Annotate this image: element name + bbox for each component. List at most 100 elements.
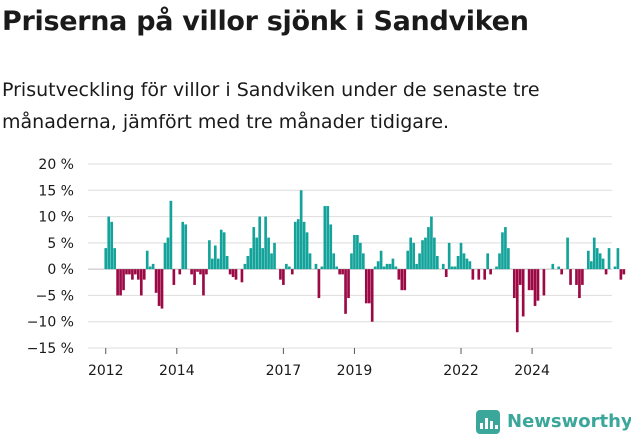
bar <box>104 248 108 270</box>
bar <box>409 237 413 270</box>
bar <box>139 269 143 296</box>
y-tick-label: −5 % <box>36 288 74 304</box>
bar <box>518 269 522 285</box>
bar <box>400 269 404 291</box>
bar <box>287 266 291 270</box>
bar <box>273 242 276 270</box>
bar <box>477 269 481 280</box>
bar <box>530 269 534 291</box>
bar <box>586 250 590 270</box>
bar <box>134 269 137 275</box>
bar <box>329 224 333 270</box>
chart-subtitle: Prisutveckling för villor i Sandviken un… <box>2 79 540 133</box>
bar <box>243 263 247 270</box>
bar <box>216 258 220 270</box>
bar <box>462 253 466 270</box>
bar <box>486 253 489 270</box>
bar <box>427 227 430 270</box>
bar <box>542 269 546 296</box>
chart-title: Priserna på villor sjönk i Sandviken <box>2 6 529 37</box>
y-tick-label: 5 % <box>47 236 74 252</box>
bar <box>604 269 608 275</box>
brand-name: Newsworthy <box>507 411 631 432</box>
bar <box>589 261 593 270</box>
bar <box>379 250 383 270</box>
bar <box>270 253 273 270</box>
y-tick-label: 10 % <box>38 210 74 226</box>
bar <box>376 261 380 270</box>
bar <box>305 232 309 270</box>
bar <box>595 248 599 270</box>
bar-series <box>104 190 626 333</box>
bar <box>169 200 173 270</box>
bar <box>293 221 297 270</box>
bar <box>592 237 596 270</box>
bar <box>373 266 377 270</box>
bar <box>430 216 433 270</box>
bar <box>483 269 487 280</box>
bar <box>406 250 410 270</box>
bar <box>560 269 564 275</box>
bar <box>512 269 516 299</box>
bar <box>113 248 116 270</box>
bar <box>613 266 617 270</box>
bar <box>338 269 341 275</box>
bar <box>225 256 229 270</box>
bar <box>299 190 303 270</box>
bar <box>199 269 202 275</box>
bar <box>533 269 537 306</box>
bar <box>581 269 584 285</box>
y-tick-label: −15 % <box>27 341 74 357</box>
x-tick-label: 2022 <box>443 363 479 379</box>
bar <box>151 263 155 270</box>
bar <box>323 206 327 270</box>
bar <box>136 269 140 280</box>
bar <box>350 253 353 270</box>
bar <box>424 237 427 270</box>
bar <box>598 253 602 270</box>
bar <box>202 269 205 296</box>
bar <box>258 216 262 270</box>
bar <box>391 258 395 270</box>
bar <box>551 263 555 270</box>
bar <box>119 269 122 296</box>
x-tick-label: 2012 <box>88 363 124 379</box>
bar <box>459 242 463 270</box>
bar <box>282 269 285 285</box>
bar <box>196 269 199 272</box>
bar <box>557 266 561 270</box>
bar <box>447 242 451 270</box>
bar <box>240 269 244 283</box>
x-axis-ticks: 2012 2014 2017 2019 2022 2024 <box>88 348 550 379</box>
bar <box>444 269 448 278</box>
bar <box>356 234 359 270</box>
bar <box>160 269 164 309</box>
bar <box>504 227 507 270</box>
bar <box>353 234 356 270</box>
bar <box>205 269 208 275</box>
bar <box>569 269 572 285</box>
bar <box>213 245 217 270</box>
bar <box>190 269 193 275</box>
bar <box>616 248 620 270</box>
bar <box>264 216 267 270</box>
bar <box>252 227 256 270</box>
bar <box>178 269 182 275</box>
bar <box>219 229 223 270</box>
bar <box>279 269 282 280</box>
bar <box>267 237 270 270</box>
bar <box>122 269 125 291</box>
bar <box>450 266 454 270</box>
bar <box>370 269 374 322</box>
bar <box>601 258 605 270</box>
bar <box>578 269 581 299</box>
bar <box>314 263 318 270</box>
bar <box>116 269 119 296</box>
bar <box>622 269 626 275</box>
bar <box>382 266 386 270</box>
bar <box>290 269 294 275</box>
bar <box>308 253 312 270</box>
x-tick-label: 2019 <box>337 363 373 379</box>
bar <box>489 269 492 275</box>
bar <box>507 248 510 270</box>
